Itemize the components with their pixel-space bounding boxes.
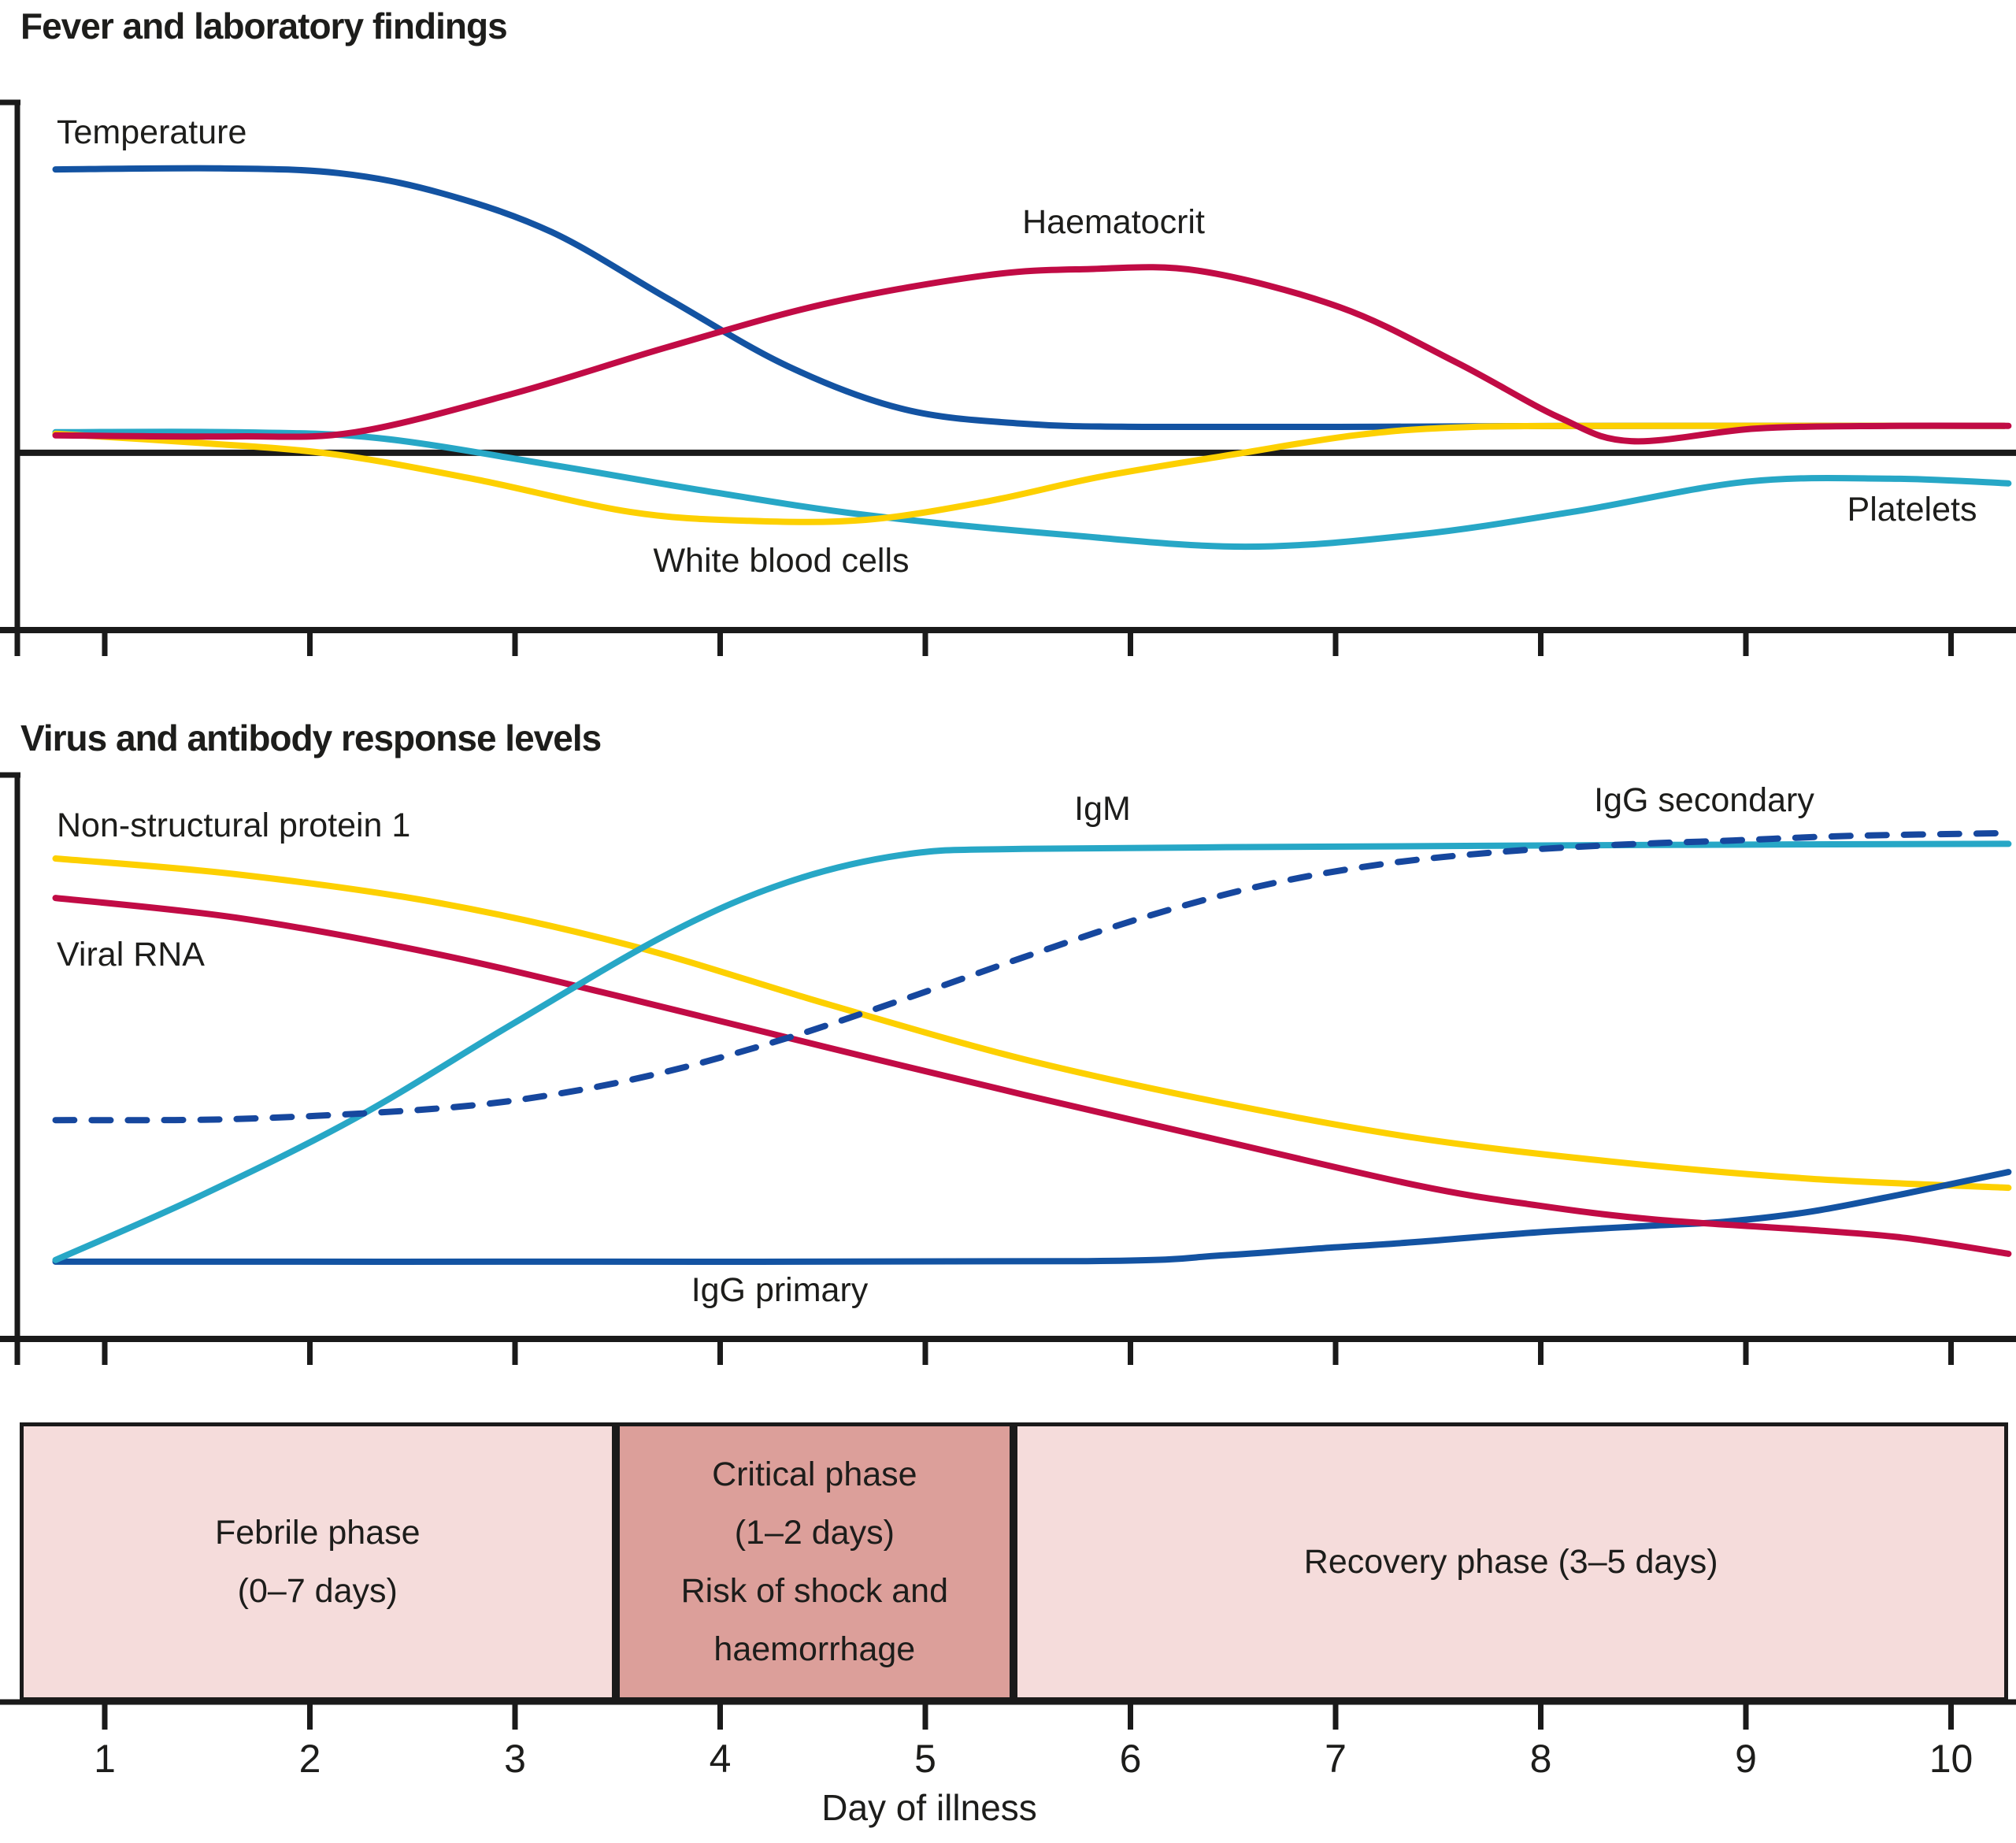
day-tick-label-7: 7	[1325, 1737, 1347, 1781]
phase-box-recovery: Recovery phase (3–5 days)	[1014, 1422, 2009, 1701]
platelets-label: Platelets	[1847, 491, 1977, 528]
day-tick-label-9: 9	[1735, 1737, 1757, 1781]
platelets-curve	[52, 428, 2012, 551]
illness-phase-bar: Febrile phase (0–7 days) Critical phase (1–…	[0, 1422, 2016, 1701]
igm-label: IgM	[1074, 790, 1131, 828]
phase-febrile-line-2: (0–7 days)	[237, 1572, 398, 1610]
x-axis-title: Day of illness	[821, 1787, 1037, 1828]
day-tick-label-3: 3	[504, 1737, 526, 1781]
day-tick-label-4: 4	[709, 1737, 732, 1781]
day-tick-label-5: 5	[914, 1737, 936, 1781]
temperature-label: Temperature	[57, 113, 247, 151]
non-structural-protein-1-label: Non-structural protein 1	[57, 807, 411, 844]
day-tick-label-1: 1	[94, 1737, 116, 1781]
igm-curve	[52, 840, 2012, 1263]
haematocrit-curve	[52, 264, 2012, 445]
phase-critical-line-3: Risk of shock and	[680, 1572, 949, 1610]
phase-critical-line-2: (1–2 days)	[734, 1514, 895, 1552]
panel1-title: Fever and laboratory findings	[20, 6, 508, 46]
white-blood-cells-label: White blood cells	[653, 542, 910, 580]
igg-primary-label: IgG primary	[691, 1271, 869, 1309]
phase-critical-line-4: haemorrhage	[713, 1630, 916, 1668]
igg-secondary-label: IgG secondary	[1594, 781, 1814, 819]
panel2-title: Virus and antibody response levels	[20, 718, 602, 758]
white-blood-cells-curve	[52, 422, 2008, 525]
day-tick-label-10: 10	[1929, 1737, 1973, 1781]
viral-rna-curve	[52, 895, 2012, 1257]
phase-critical-line-1: Critical phase	[712, 1455, 917, 1493]
phase-box-critical: Critical phase (1–2 days) Risk of shock an…	[615, 1422, 1014, 1701]
phase-box-febrile: Febrile phase (0–7 days)	[19, 1422, 616, 1701]
igg-primary-curve	[52, 1169, 2012, 1265]
day-tick-label-8: 8	[1529, 1737, 1552, 1781]
non-structural-protein-1-curve	[52, 855, 2012, 1192]
viral-rna-label: Viral RNA	[57, 936, 205, 973]
phase-febrile-line-1: Febrile phase	[214, 1514, 421, 1552]
igg-secondary-curve	[52, 829, 2012, 1124]
phase-recovery-line-1: Recovery phase (3–5 days)	[1303, 1543, 1718, 1581]
haematocrit-label: Haematocrit	[1022, 203, 1205, 241]
day-tick-label-6: 6	[1119, 1737, 1142, 1781]
day-tick-label-2: 2	[298, 1737, 321, 1781]
